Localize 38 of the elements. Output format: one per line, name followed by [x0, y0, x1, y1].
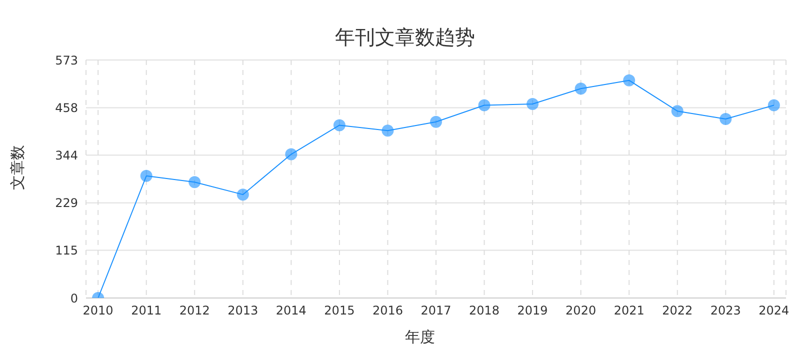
x-tick-label: 2014: [276, 304, 306, 318]
point: [671, 105, 684, 118]
point: [574, 82, 587, 95]
x-axis-title: 年度: [405, 328, 435, 346]
x-tick-label: 2021: [614, 304, 644, 318]
point: [720, 112, 732, 125]
y-tick-label: 0: [70, 291, 78, 306]
x-tick-label: 2011: [131, 304, 162, 318]
x-tick-label: 2015: [324, 304, 355, 318]
y-tick-label: 573: [55, 53, 78, 68]
x-tick-label: 2023: [710, 304, 741, 318]
x-tick-label: 2024: [758, 304, 790, 318]
x-tick-label: 2010: [82, 304, 114, 318]
point: [140, 170, 152, 182]
point: [430, 116, 442, 128]
x-tick-label: 2012: [179, 304, 210, 318]
point: [526, 98, 539, 110]
x-tick-label: 2022: [662, 304, 693, 318]
y-tick-label: 115: [55, 243, 78, 258]
x-tick-label: 2017: [420, 304, 452, 318]
point: [768, 99, 780, 112]
x-tick-label: 2016: [372, 304, 403, 318]
x-tick-label: 2018: [469, 304, 500, 318]
point: [188, 176, 201, 188]
y-tick-label: 229: [55, 196, 78, 210]
point: [236, 188, 249, 201]
y-axis-title: 文章数: [8, 144, 28, 192]
chart-title: 年刊文章数趋势: [334, 24, 476, 51]
x-tick-label: 2019: [517, 304, 548, 318]
x-tick-label: 2013: [228, 304, 258, 318]
point: [382, 124, 394, 137]
point: [285, 148, 298, 160]
point: [623, 74, 636, 86]
y-tick-label: 458: [55, 101, 78, 116]
y-tick-label: 344: [55, 148, 78, 162]
point: [478, 99, 490, 112]
point: [333, 119, 346, 132]
x-tick-label: 2020: [566, 304, 596, 318]
